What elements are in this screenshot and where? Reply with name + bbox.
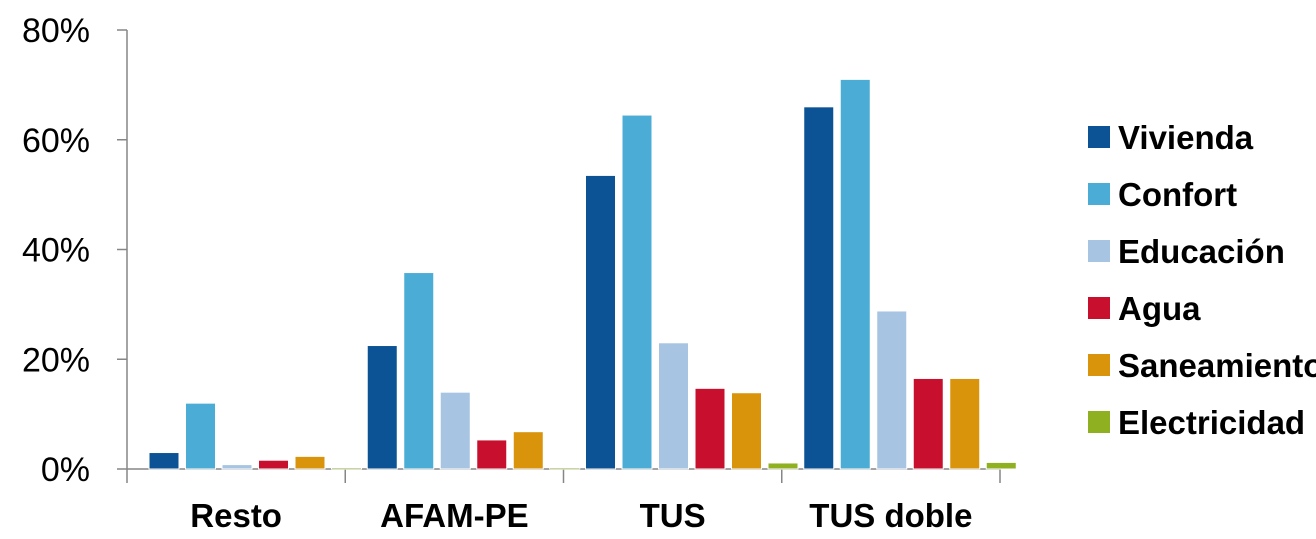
legend-swatch [1088, 297, 1110, 319]
legend-swatch [1088, 126, 1110, 148]
bar-vivienda [366, 345, 398, 470]
legend-swatch [1088, 354, 1110, 376]
bar-educaci-n [876, 310, 908, 470]
legend-label: Saneamiento [1118, 347, 1316, 384]
x-category-label: AFAM-PE [380, 497, 529, 534]
bars [148, 78, 1017, 470]
bar-agua [912, 377, 944, 470]
legend-label: Electricidad [1118, 404, 1305, 441]
bar-vivienda [803, 106, 835, 470]
x-category-label: Resto [190, 497, 282, 534]
legend: Vivienda Confort Educación Agua Saneamiento E… [1088, 119, 1316, 441]
bar-vivienda [585, 174, 616, 470]
bar-confort [839, 78, 871, 470]
bar-educaci-n [221, 464, 253, 470]
bar-saneamiento [294, 455, 326, 470]
bar-electricidad [549, 467, 581, 470]
y-tick-label: 60% [22, 122, 90, 160]
bar-saneamiento [731, 392, 762, 470]
bar-educaci-n [439, 391, 471, 470]
bar-confort [621, 114, 653, 470]
y-tick-label: 0% [41, 451, 90, 489]
legend-swatch [1088, 183, 1110, 205]
x-category-label: TUS [640, 497, 706, 534]
bar-confort [403, 272, 435, 470]
legend-label: Educación [1118, 233, 1285, 270]
legend-label: Confort [1118, 176, 1237, 213]
bar-electricidad [767, 462, 799, 470]
bar-vivienda [148, 452, 180, 470]
x-category-label: TUS doble [809, 497, 972, 534]
bar-saneamiento [949, 377, 981, 470]
bar-educaci-n [658, 342, 689, 470]
bar-confort [185, 402, 216, 470]
bar-agua [694, 387, 726, 470]
legend-swatch [1088, 240, 1110, 262]
bar-agua [476, 439, 508, 470]
legend-swatch [1088, 411, 1110, 433]
bar-electricidad [331, 467, 362, 470]
y-tick-label: 80% [22, 12, 90, 50]
legend-label: Vivienda [1118, 119, 1254, 156]
legend-label: Agua [1118, 290, 1201, 327]
y-tick-label: 20% [22, 341, 90, 379]
labels: 0% 20% 40% 60% 80% Resto AFAM-PE TUS TUS doble [22, 12, 973, 534]
bar-agua [258, 459, 289, 470]
y-tick-label: 40% [22, 232, 90, 270]
bar-saneamiento [512, 431, 544, 470]
bar-electricidad [985, 461, 1017, 470]
